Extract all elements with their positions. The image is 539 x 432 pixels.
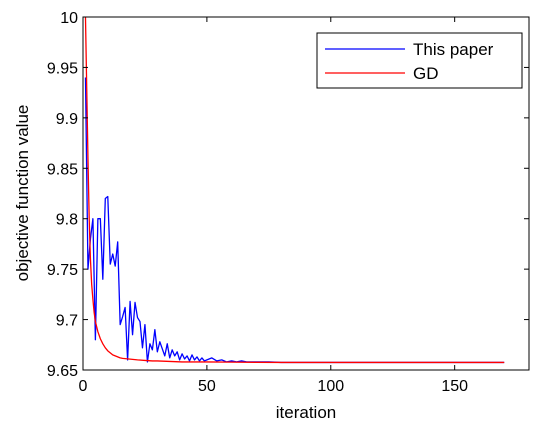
x-tick-label: 0	[79, 378, 88, 395]
series-layer	[84, 17, 505, 364]
y-tick-label: 10	[60, 10, 78, 27]
x-tick-label: 50	[198, 378, 216, 395]
axes-box	[82, 16, 530, 371]
y-tick-label: 9.75	[47, 262, 78, 279]
y-tick-label: 9.9	[56, 111, 78, 128]
series-line-gd	[84, 17, 505, 364]
legend-label-this-paper: This paper	[413, 40, 494, 59]
y-tick-label: 9.8	[56, 212, 78, 229]
y-tick-label: 9.65	[47, 363, 78, 380]
legend-box	[316, 32, 523, 89]
legend: This paper GD	[316, 32, 523, 89]
x-tick-label: 100	[317, 378, 344, 395]
y-axis-title: objective function value	[13, 105, 32, 282]
y-tick-label: 9.95	[47, 60, 78, 77]
legend-label-gd: GD	[413, 64, 439, 83]
x-axis-title: iteration	[276, 403, 336, 422]
y-tick-label: 9.7	[56, 313, 78, 330]
x-tick-label: 150	[441, 378, 468, 395]
y-tick-label: 9.85	[47, 161, 78, 178]
ticks-layer: 0 50 100 150 9.65 9.7 9.75 9.8 9.85 9.9 9.95 10	[47, 10, 529, 395]
